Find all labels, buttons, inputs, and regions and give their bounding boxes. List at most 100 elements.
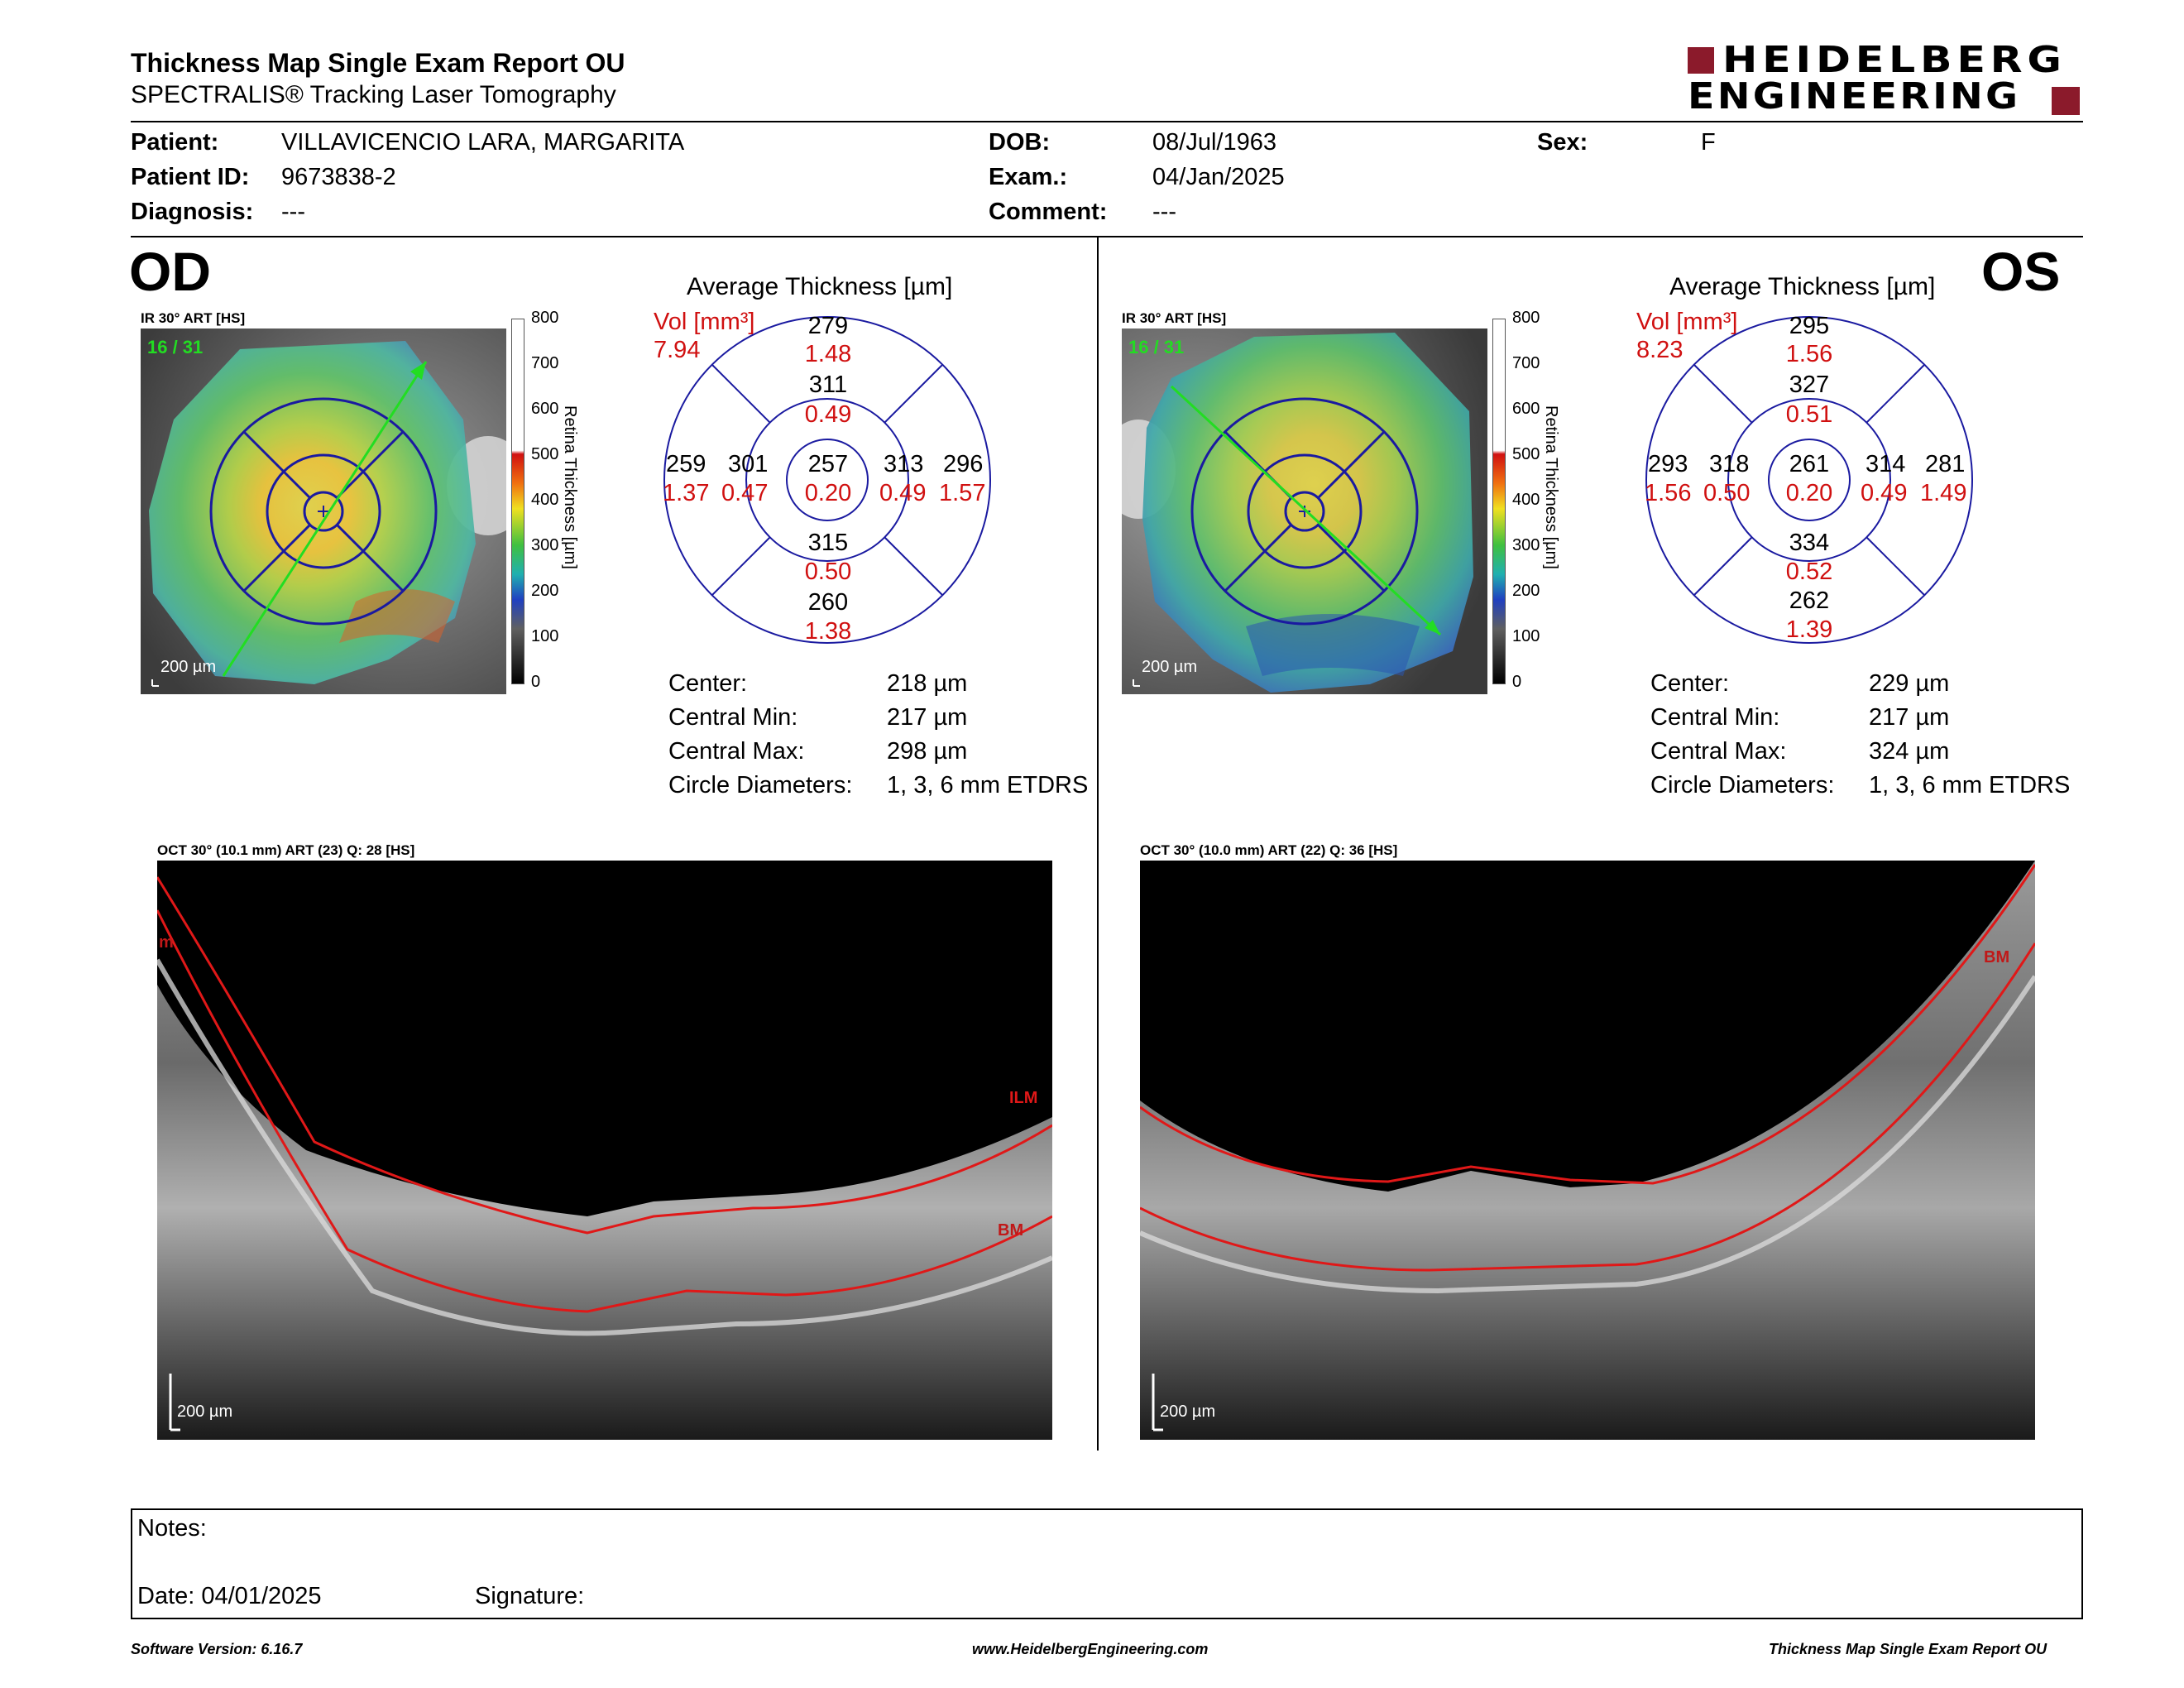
notes-box: Notes: Date: 04/01/2025 Signature:	[131, 1508, 2083, 1619]
os-oct-label: OCT 30° (10.0 mm) ART (22) Q: 36 [HS]	[1140, 842, 1398, 858]
od-fundus-image: 16 / 31 200 µm	[141, 328, 506, 694]
os-center-value: 229 µm	[1869, 670, 1950, 697]
od-circle-diameters-label: Circle Diameters:	[668, 772, 853, 798]
os-tick-0: 0	[1512, 673, 1522, 691]
os-tick-600: 600	[1512, 400, 1540, 418]
dob-value: 08/Jul/1963	[1152, 129, 1276, 156]
os-outer-top-thickness: 295	[1789, 313, 1830, 339]
od-outer-bottom-volume: 1.38	[804, 618, 852, 645]
od-outer-left-thickness: 259	[666, 451, 706, 477]
os-inner-top-volume: 0.51	[1785, 401, 1833, 428]
od-inner-right-volume: 0.49	[879, 480, 927, 506]
od-inner-left-volume: 0.47	[721, 480, 769, 506]
os-outer-right-volume: 1.49	[1920, 480, 1967, 506]
logo-square-bottom	[2052, 87, 2080, 115]
diagnosis-label: Diagnosis:	[131, 199, 254, 225]
os-outer-left-volume: 1.56	[1645, 480, 1692, 506]
od-center-value: 218 µm	[887, 670, 968, 697]
od-outer-top-thickness: 279	[807, 313, 849, 339]
od-outer-bottom-thickness: 260	[807, 589, 849, 616]
os-oct-scale: 200 µm	[1160, 1403, 1216, 1421]
od-frames-count: 16 / 31	[147, 337, 204, 357]
od-tick-300: 300	[531, 536, 559, 554]
eye-label-os: OS	[1981, 241, 2061, 302]
os-center-label: Center:	[1650, 670, 1730, 697]
od-central-max-label: Central Max:	[668, 738, 805, 765]
os-central-max-value: 324 µm	[1869, 738, 1950, 765]
os-fundus-image: 16 / 31 200 µm	[1122, 328, 1487, 694]
od-outer-top-volume: 1.48	[804, 341, 852, 367]
od-vol-label: Vol [mm³]	[654, 309, 755, 335]
od-tick-800: 800	[531, 309, 559, 327]
od-tick-0: 0	[531, 673, 541, 691]
os-outer-right-thickness: 281	[1925, 451, 1966, 477]
os-inner-right-thickness: 314	[1866, 451, 1906, 477]
comment-label: Comment:	[989, 199, 1108, 225]
os-ir-label: IR 30° ART [HS]	[1122, 310, 1227, 326]
od-tick-100: 100	[531, 627, 559, 645]
od-outer-right-thickness: 296	[943, 451, 984, 477]
comment-value: ---	[1152, 199, 1176, 225]
dob-label: DOB:	[989, 129, 1051, 156]
os-colorbar	[1492, 319, 1506, 684]
logo-line2: ENGINEERING	[1688, 75, 2021, 117]
report-subtitle: SPECTRALIS® Tracking Laser Tomography	[131, 81, 616, 108]
os-oct-bscan: BM 200 µm	[1140, 861, 2035, 1440]
patient-name: VILLAVICENCIO LARA, MARGARITA	[281, 129, 685, 156]
od-tick-600: 600	[531, 400, 559, 418]
sex-value: F	[1701, 129, 1716, 156]
logo-square-top	[1688, 47, 1714, 74]
od-etdrs-grid	[662, 314, 993, 645]
header-rule-bottom	[131, 236, 2083, 237]
signature-label: Signature:	[475, 1583, 585, 1609]
os-vol-label: Vol [mm³]	[1636, 309, 1738, 335]
od-inner-top-volume: 0.49	[804, 401, 852, 428]
os-colorbar-ticks: 800 700 600 500 400 300 200 100 0	[1512, 309, 1554, 698]
od-layer-left-label: m	[159, 933, 174, 952]
os-circle-diameters-value: 1, 3, 6 mm ETDRS	[1869, 772, 2071, 798]
od-central-max-value: 298 µm	[887, 738, 968, 765]
os-tick-100: 100	[1512, 627, 1540, 645]
os-inner-left-volume: 0.50	[1703, 480, 1751, 506]
os-central-min-value: 217 µm	[1869, 704, 1950, 731]
od-center-thickness: 257	[807, 451, 849, 477]
exam-value: 04/Jan/2025	[1152, 164, 1285, 190]
od-center-volume: 0.20	[804, 480, 852, 506]
os-inner-right-volume: 0.49	[1861, 480, 1908, 506]
heidelberg-logo: HEIDELBERG ENGINEERING	[1688, 39, 2085, 117]
od-vol-total: 7.94	[654, 337, 701, 363]
exam-label: Exam.:	[989, 164, 1068, 190]
od-layer-bm-label: BM	[998, 1221, 1024, 1240]
od-inner-bottom-volume: 0.50	[804, 559, 852, 585]
os-tick-300: 300	[1512, 536, 1540, 554]
od-circle-diameters-value: 1, 3, 6 mm ETDRS	[887, 772, 1089, 798]
os-fundus-scale: 200 µm	[1142, 658, 1198, 676]
od-inner-right-thickness: 313	[884, 451, 924, 477]
od-inner-left-thickness: 301	[728, 451, 769, 477]
date-label: Date: 04/01/2025	[137, 1583, 322, 1609]
os-central-min-label: Central Min:	[1650, 704, 1780, 731]
od-center-label: Center:	[668, 670, 748, 697]
od-outer-left-volume: 1.37	[663, 480, 710, 506]
od-outer-right-volume: 1.57	[939, 480, 986, 506]
footer-website-link[interactable]: www.HeidelbergEngineering.com	[972, 1641, 1209, 1657]
os-tick-500: 500	[1512, 445, 1540, 463]
os-inner-left-thickness: 318	[1709, 451, 1750, 477]
os-frames-count: 16 / 31	[1128, 337, 1185, 357]
sex-label: Sex:	[1537, 129, 1588, 156]
patient-id-value: 9673838-2	[281, 164, 396, 190]
os-circle-diameters-label: Circle Diameters:	[1650, 772, 1835, 798]
os-outer-top-volume: 1.56	[1785, 341, 1833, 367]
footer-software-version: Software Version: 6.16.7	[131, 1641, 303, 1657]
footer-report-name: Thickness Map Single Exam Report OU	[1769, 1641, 2048, 1657]
os-inner-top-thickness: 327	[1789, 372, 1830, 398]
os-layer-bm-label: BM	[1984, 948, 2010, 966]
logo-line1: HEIDELBERG	[1722, 39, 2067, 81]
os-tick-700: 700	[1512, 354, 1540, 372]
od-colorbar	[511, 319, 524, 684]
od-fundus-scale: 200 µm	[160, 658, 217, 676]
os-tick-800: 800	[1512, 309, 1540, 327]
od-tick-500: 500	[531, 445, 559, 463]
od-colorbar-title: Retina Thickness [µm]	[561, 405, 579, 569]
od-central-min-value: 217 µm	[887, 704, 968, 731]
